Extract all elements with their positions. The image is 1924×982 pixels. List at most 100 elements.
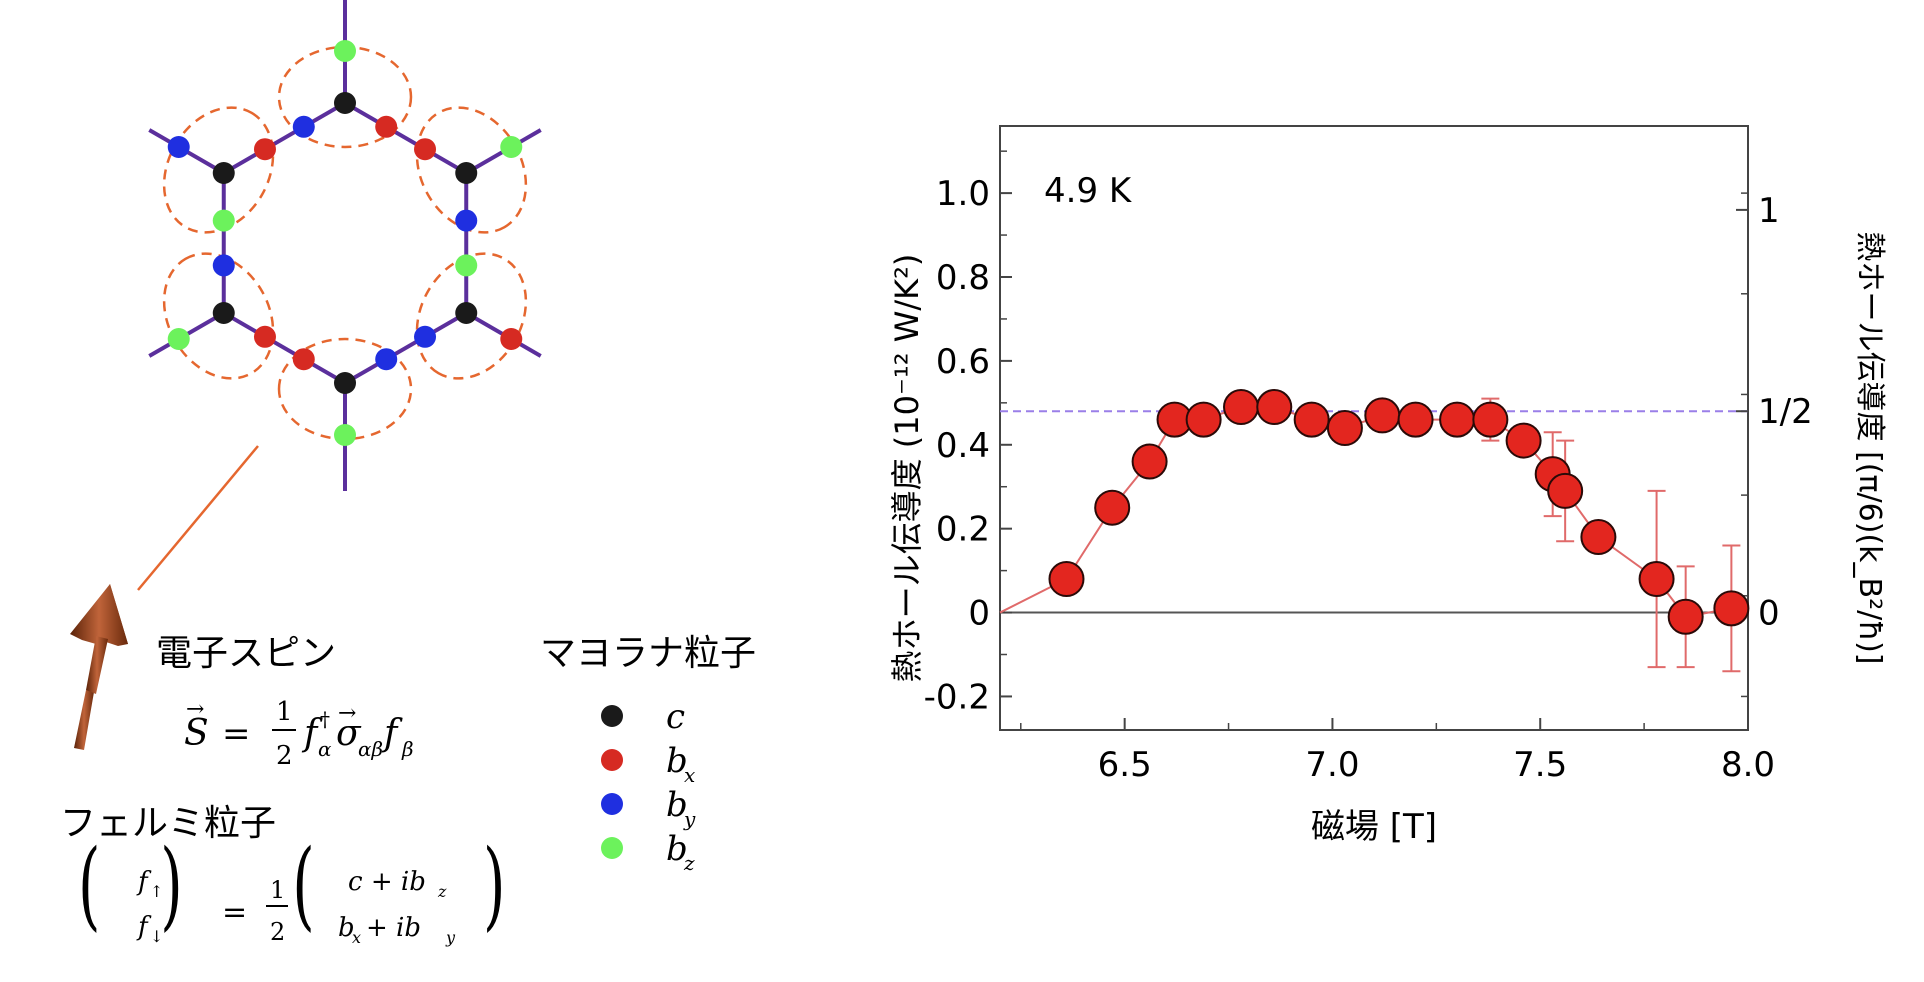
kitaev-lattice-diagram: [148, 0, 542, 491]
majorana-c-dot: [455, 162, 478, 184]
majorana-by-dot: [292, 115, 315, 138]
svg-text:): ): [483, 829, 505, 941]
majorana-by-dot: [167, 136, 190, 158]
data-point: [1293, 401, 1330, 438]
svg-text:y: y: [445, 928, 456, 947]
legend-label: b: [666, 741, 688, 781]
majorana-bz-dot: [334, 40, 356, 62]
majorana-label: マヨラナ粒子: [540, 633, 756, 674]
majorana-bx-dot: [253, 325, 276, 348]
fermion-label: フェルミ粒子: [60, 803, 276, 844]
majorana-bz-dot: [455, 254, 478, 277]
data-point: [1713, 590, 1750, 627]
svg-text:x: x: [352, 928, 361, 947]
right-axis-label: 熱ホール伝導度 [(π/6)(k_B²/ħ)]: [1852, 232, 1887, 665]
majorana-by-dot: [414, 325, 437, 348]
svg-text:): ): [160, 829, 182, 941]
svg-text:(: (: [78, 829, 100, 941]
right-tick-label: 0: [1758, 594, 1780, 634]
data-point: [1185, 401, 1222, 438]
majorana-by-dot: [455, 209, 478, 232]
majorana-c-dot: [212, 162, 235, 184]
x-tick-label: 7.5: [1513, 745, 1567, 785]
spin-arrow-icon: [70, 445, 259, 750]
data-point: [1131, 443, 1168, 480]
legend-dot: [601, 837, 623, 859]
data-point: [1580, 519, 1617, 556]
data-point: [1397, 401, 1434, 438]
majorana-bx-dot: [500, 328, 523, 350]
legend-label: c: [666, 697, 685, 737]
svg-text:1: 1: [270, 876, 285, 904]
svg-text:α: α: [318, 737, 332, 761]
svg-text:↓: ↓: [150, 927, 163, 946]
svg-text:→: →: [186, 697, 204, 722]
data-point: [1638, 561, 1675, 597]
pointer-line: [137, 445, 259, 591]
right-tick-label: 1: [1758, 191, 1780, 231]
data-point: [1547, 472, 1584, 509]
majorana-c-dot: [334, 92, 356, 114]
legend-dot: [601, 793, 623, 815]
svg-text:↑: ↑: [150, 882, 163, 901]
majorana-bz-dot: [334, 424, 356, 446]
legend-label: b: [666, 785, 688, 825]
majorana-bx-dot: [414, 138, 437, 161]
temperature-annotation: 4.9 K: [1044, 171, 1133, 211]
majorana-bz-dot: [500, 136, 523, 158]
lattice-bond: [222, 101, 346, 175]
data-point: [1048, 561, 1085, 597]
fermion-equation: ( f ↑ f ↓ ) = 1 2 ( c + ib z b x + ib y …: [78, 829, 505, 947]
majorana-c-dot: [334, 372, 356, 394]
svg-text:→: →: [338, 701, 356, 726]
svg-text:+ ib: + ib: [366, 913, 421, 943]
y-tick-label: 1.0: [936, 174, 990, 214]
y-tick-label: 0.8: [936, 258, 990, 298]
majorana-bx-dot: [253, 138, 276, 161]
majorana-c-dot: [455, 302, 478, 324]
legend-label-subscript: y: [683, 807, 696, 831]
svg-text:c + ib: c + ib: [348, 867, 426, 897]
svg-text:f: f: [381, 713, 403, 754]
majorana-bx-dot: [375, 115, 398, 138]
svg-text:αβ: αβ: [358, 737, 383, 761]
svg-text:=: =: [222, 714, 251, 754]
thermal-hall-chart: 6.5 7.0 7.5 8.0 1.0 0.8 0.6 0.4 0.2 0 -0.2 1 1/2 0 4.9…: [888, 125, 1887, 847]
lattice-bond: [344, 311, 468, 385]
lattice-bond: [344, 101, 468, 175]
data-point: [1223, 389, 1260, 426]
majorana-c-dot: [212, 302, 235, 324]
y-tick-label: 0.2: [936, 510, 990, 550]
y-tick-label: 0: [968, 594, 990, 634]
data-point: [1256, 389, 1293, 426]
y-tick-label: 0.6: [936, 342, 990, 382]
lattice-bond: [222, 311, 346, 385]
svg-text:†: †: [320, 707, 330, 731]
plot-frame: [999, 125, 1749, 731]
svg-text:S: S: [184, 713, 209, 754]
data-point: [1326, 410, 1363, 446]
legend-label: b: [666, 829, 688, 869]
legend-label-subscript: x: [684, 763, 695, 787]
right-tick-label: 1/2: [1758, 392, 1813, 432]
data-point: [1094, 489, 1131, 526]
legend-dot: [601, 749, 623, 771]
data-point: [1364, 397, 1401, 434]
svg-text:z: z: [437, 882, 447, 901]
svg-text:=: =: [222, 895, 247, 930]
svg-text:β: β: [401, 737, 414, 761]
majorana-by-dot: [375, 348, 398, 371]
svg-text:2: 2: [276, 741, 293, 771]
majorana-bx-dot: [292, 348, 315, 371]
y-tick-label: 0.4: [936, 426, 990, 466]
data-point: [1505, 422, 1542, 459]
majorana-bz-dot: [167, 328, 190, 350]
majorana-by-dot: [212, 254, 235, 277]
svg-text:σ: σ: [336, 713, 362, 754]
x-axis-label: 磁場 [T]: [1311, 807, 1437, 847]
data-point: [1667, 598, 1704, 635]
svg-text:2: 2: [270, 918, 285, 946]
x-tick-label: 8.0: [1721, 745, 1775, 785]
majorana-bz-dot: [212, 209, 235, 232]
